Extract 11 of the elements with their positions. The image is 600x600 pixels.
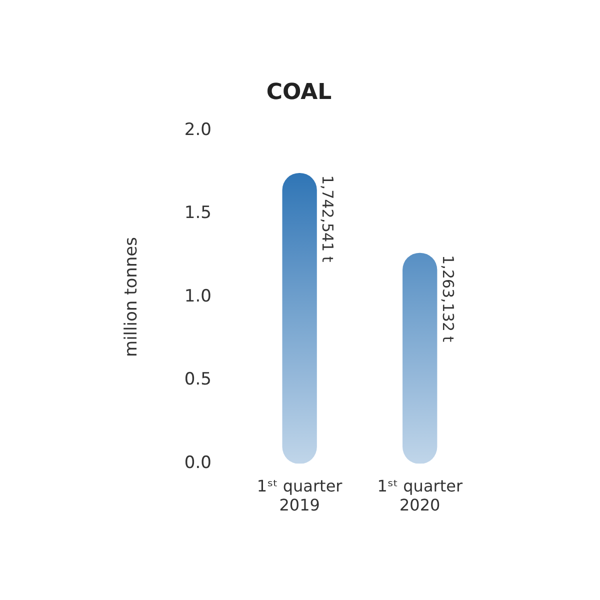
- y-tick-label: 1.5: [184, 203, 212, 224]
- x-tick-label: 1ˢᵗ quarter 2019: [256, 476, 343, 515]
- annotation: 1,742,541 t: [318, 175, 337, 262]
- chart-title: COAL: [266, 80, 332, 105]
- y-axis-title: million tonnes: [122, 236, 142, 357]
- y-tick-label: 0.5: [184, 370, 212, 390]
- x-tick-label: 1ˢᵗ quarter 2020: [377, 476, 463, 515]
- annotation: 1,263,132 t: [438, 255, 457, 342]
- y-tick-label: 0.0: [184, 453, 212, 474]
- y-tick-label: 2.0: [184, 120, 212, 140]
- y-tick-label: 1.0: [184, 286, 212, 306]
